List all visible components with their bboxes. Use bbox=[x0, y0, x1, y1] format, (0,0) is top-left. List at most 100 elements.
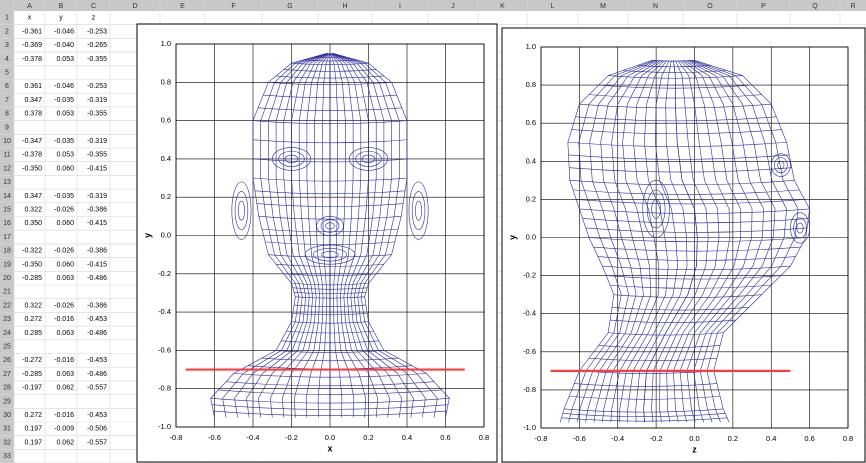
cell: x bbox=[28, 15, 32, 22]
mesh-feature bbox=[231, 181, 252, 240]
cell: 0.361 bbox=[24, 83, 42, 90]
y-tick-label: 0.8 bbox=[161, 77, 171, 86]
cell: -0.253 bbox=[87, 83, 107, 90]
row-header: 23 bbox=[3, 316, 11, 323]
cell: 0.347 bbox=[24, 97, 42, 104]
y-tick-label: 0.4 bbox=[526, 156, 536, 165]
cell: -0.350 bbox=[22, 261, 42, 268]
mesh-line bbox=[602, 265, 791, 271]
mesh-line bbox=[567, 141, 787, 147]
mesh-line bbox=[276, 75, 384, 79]
mesh-line bbox=[294, 292, 366, 295]
cell: -0.319 bbox=[87, 193, 107, 200]
mesh-line bbox=[268, 254, 392, 258]
cell: y bbox=[59, 15, 63, 22]
mesh-line bbox=[294, 304, 366, 307]
mesh-feature bbox=[411, 191, 426, 231]
mesh-feature bbox=[278, 150, 305, 167]
mesh-line bbox=[588, 94, 762, 99]
column-header: A bbox=[27, 3, 32, 10]
mesh-feature bbox=[355, 150, 382, 167]
mesh-feature bbox=[408, 181, 429, 240]
mesh-line bbox=[252, 139, 408, 144]
cell: -0.415 bbox=[87, 261, 107, 268]
column-header: O bbox=[707, 3, 713, 10]
cell: -0.386 bbox=[87, 248, 107, 255]
mesh-line bbox=[610, 284, 772, 289]
mesh-line bbox=[622, 70, 727, 73]
row-header: 11 bbox=[3, 152, 10, 159]
mesh-feature bbox=[321, 251, 339, 259]
x-tick-label: -0.6 bbox=[208, 433, 221, 442]
row-header: 20 bbox=[3, 275, 11, 282]
x-tick-label: 0.4 bbox=[766, 434, 776, 443]
cell: -0.016 bbox=[54, 412, 74, 419]
cell: -0.322 bbox=[22, 248, 42, 255]
mesh-line bbox=[652, 60, 695, 62]
mesh-line bbox=[606, 275, 781, 280]
cell: -0.557 bbox=[87, 439, 107, 446]
row-header-bar bbox=[0, 0, 14, 463]
y-tick-label: -0.8 bbox=[158, 384, 171, 393]
mesh-line bbox=[258, 107, 402, 111]
column-header: H bbox=[342, 3, 347, 10]
y-tick-label: 1.0 bbox=[526, 42, 536, 51]
mesh-line bbox=[254, 190, 406, 195]
cell: -0.486 bbox=[87, 371, 107, 378]
row-header: 2 bbox=[5, 28, 9, 35]
row-header: 32 bbox=[3, 439, 11, 446]
x-tick-label: 0.2 bbox=[728, 434, 738, 443]
cell: -0.486 bbox=[87, 330, 107, 337]
cell: -0.035 bbox=[54, 138, 74, 145]
x-tick-label: -0.8 bbox=[170, 433, 183, 442]
cell: -0.035 bbox=[54, 193, 74, 200]
mesh-feature bbox=[316, 216, 344, 236]
plot-area bbox=[175, 43, 485, 428]
mesh-feature bbox=[793, 217, 807, 239]
mesh-line bbox=[291, 321, 369, 324]
column-header: K bbox=[500, 3, 505, 10]
y-tick-label: 0.2 bbox=[161, 192, 171, 201]
cell: -0.378 bbox=[22, 152, 42, 159]
cell: -0.026 bbox=[54, 206, 74, 213]
cell: -0.253 bbox=[87, 28, 107, 35]
x-tick-label: 0.6 bbox=[804, 434, 814, 443]
cell: 0.060 bbox=[56, 220, 74, 227]
mesh-line bbox=[608, 75, 743, 79]
mesh-line bbox=[598, 84, 753, 89]
cell: -0.415 bbox=[87, 220, 107, 227]
mesh-feature bbox=[770, 153, 791, 177]
cell: 0.272 bbox=[24, 412, 42, 419]
mesh-line bbox=[226, 381, 434, 387]
column-header: F bbox=[231, 3, 235, 10]
mesh-line bbox=[314, 56, 346, 58]
y-axis-label: y bbox=[507, 235, 517, 240]
y-tick-label: -1.0 bbox=[523, 423, 536, 432]
mesh-line bbox=[261, 357, 399, 362]
mesh-line bbox=[295, 296, 365, 299]
mesh-line bbox=[575, 116, 777, 122]
mesh-line bbox=[579, 103, 772, 109]
cell: -0.378 bbox=[22, 56, 42, 63]
chart: -1.0 -0.8 -0.6 -0.4 -0.2 0.0 0.2 0.4 0.6 0.8 1.0 -0… bbox=[501, 27, 866, 463]
mesh-line bbox=[218, 389, 442, 395]
mesh-line bbox=[637, 65, 711, 68]
mesh-line bbox=[610, 319, 737, 323]
cell: 0.063 bbox=[56, 330, 74, 337]
cell: -0.347 bbox=[22, 138, 42, 145]
cell: -0.026 bbox=[54, 248, 74, 255]
cell: -0.415 bbox=[87, 165, 107, 172]
mesh-line bbox=[256, 203, 404, 207]
cell: -0.016 bbox=[54, 316, 74, 323]
mesh-line bbox=[263, 94, 397, 99]
x-tick-label: 0.2 bbox=[363, 433, 373, 442]
mesh-feature bbox=[774, 157, 788, 174]
mesh-feature bbox=[348, 147, 389, 171]
mesh-line bbox=[261, 228, 399, 233]
mesh-feature bbox=[320, 219, 340, 233]
mesh-feature bbox=[271, 147, 312, 171]
column-header: D bbox=[132, 3, 137, 10]
cell: 0.053 bbox=[56, 56, 74, 63]
cell: -0.040 bbox=[54, 42, 74, 49]
